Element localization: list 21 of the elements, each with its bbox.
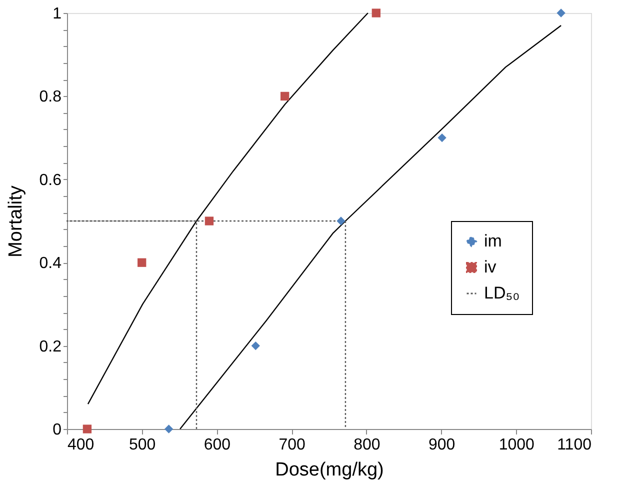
y-tick-label: 1 — [52, 6, 62, 22]
x-tick-label: 400 — [68, 436, 94, 454]
legend-label: im — [484, 232, 502, 250]
x-tick-label: 1100 — [557, 436, 592, 454]
x-tick-label: 900 — [428, 436, 456, 454]
y-tick-label: 0.2 — [39, 338, 62, 356]
x-tick-label: 700 — [278, 436, 306, 454]
y-tick-label: 0 — [52, 422, 62, 438]
line-series — [179, 24, 562, 430]
x-tick-label: 500 — [129, 436, 156, 454]
x-axis-title: Dose(mg/kg) — [275, 460, 384, 480]
x-tick-label: 1000 — [498, 436, 535, 454]
y-tick-label: 0.8 — [39, 88, 62, 106]
y-tick-label: 0.4 — [39, 255, 62, 272]
line-series — [87, 12, 369, 405]
legend-label: LD₅₀ — [484, 284, 520, 302]
y-tick-label: 0.6 — [39, 172, 62, 189]
x-tick-label: 800 — [354, 436, 380, 454]
x-tick-label: 600 — [204, 436, 231, 454]
y-axis-title: Mortality — [5, 185, 26, 258]
legend-label: iv — [484, 258, 497, 276]
